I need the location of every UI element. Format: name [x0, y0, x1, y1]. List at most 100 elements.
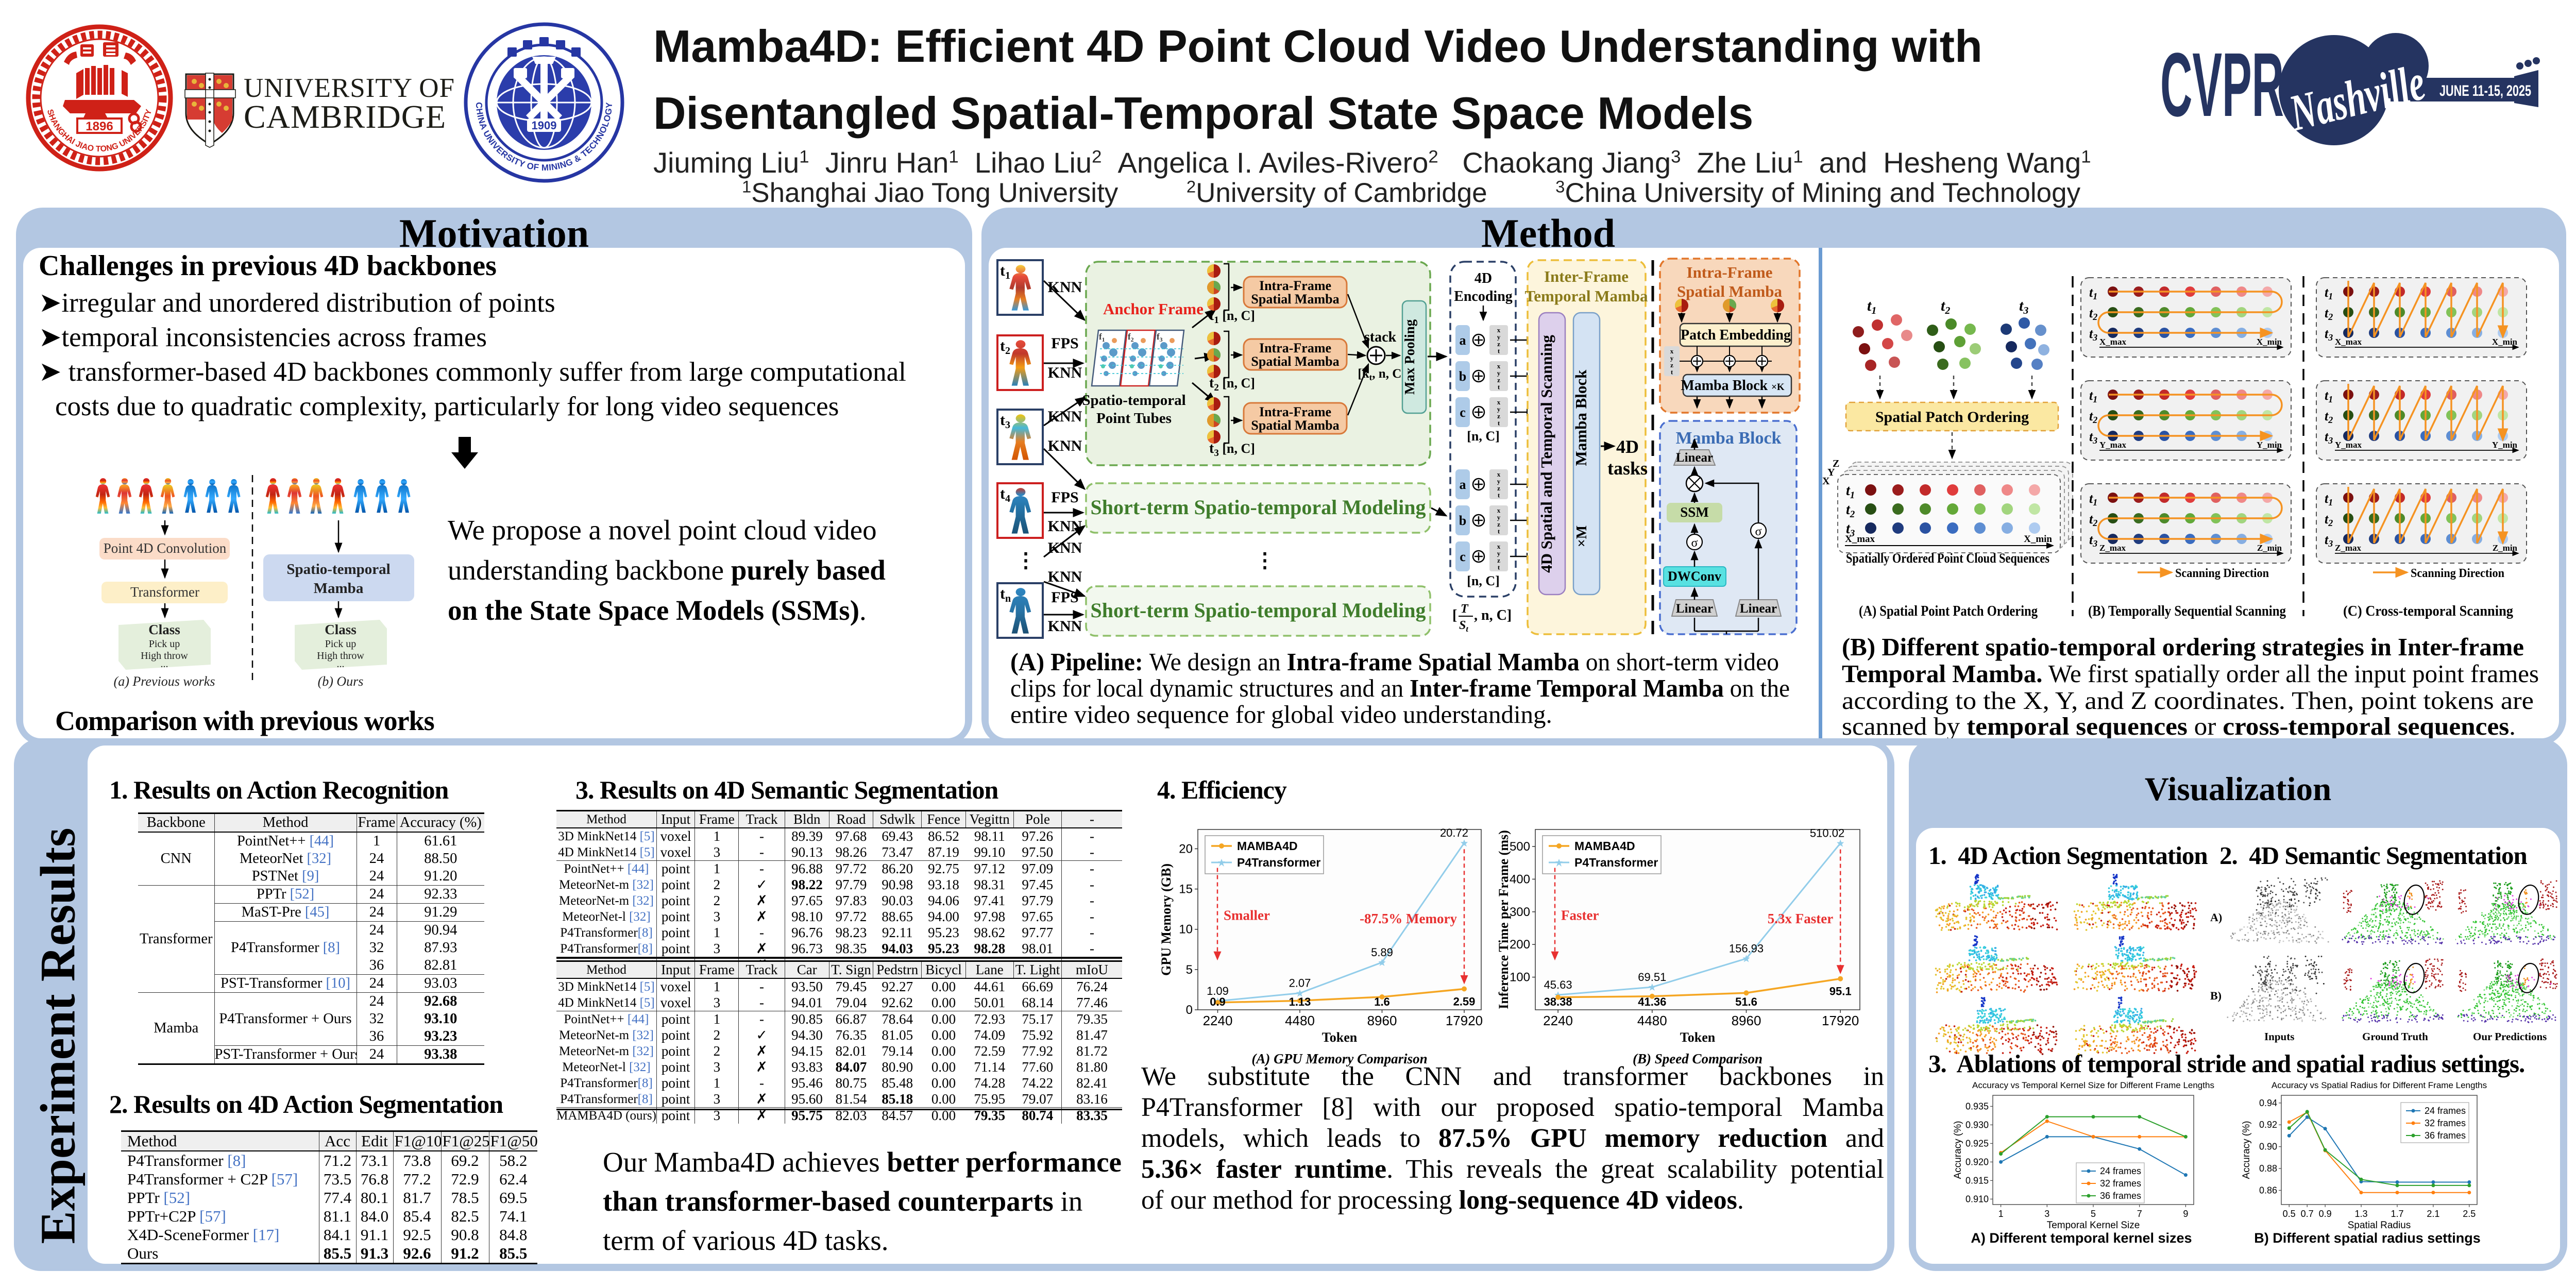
svg-text:0.915: 0.915: [1965, 1175, 1989, 1185]
svg-text:t3: t3: [2019, 297, 2028, 316]
svg-text:69.51: 69.51: [1638, 971, 1666, 984]
svg-text:X_max: X_max: [2335, 337, 2362, 347]
svg-text:σ: σ: [1691, 536, 1698, 550]
svg-text:P4Transformer: P4Transformer: [1237, 856, 1320, 869]
svg-text:3: 3: [2044, 1209, 2049, 1219]
svg-text:2240: 2240: [1543, 1013, 1573, 1028]
svg-text:[n, C]: [n, C]: [1467, 429, 1500, 444]
svg-text:32 frames: 32 frames: [2425, 1118, 2466, 1128]
svg-text:X_max: X_max: [2099, 337, 2126, 347]
svg-text:38.38: 38.38: [1544, 995, 1572, 1008]
svg-text:0.920: 0.920: [1965, 1157, 1989, 1167]
svg-text:(A) GPU Memory Comparison: (A) GPU Memory Comparison: [1251, 1051, 1427, 1066]
svg-text:Z_max: Z_max: [2335, 543, 2362, 553]
svg-text:Encoding: Encoding: [1454, 289, 1513, 304]
svg-text:41.36: 41.36: [1638, 995, 1666, 1008]
svg-text:...: ...: [337, 658, 345, 670]
svg-text:95.1: 95.1: [1829, 985, 1852, 998]
svg-text:Z_max: Z_max: [2099, 543, 2126, 553]
svg-text:Pick up: Pick up: [149, 638, 180, 650]
svg-text:Spatial Mamba: Spatial Mamba: [1251, 292, 1339, 307]
svg-text:Temporal Mamba: Temporal Mamba: [1524, 287, 1648, 305]
svg-text:X_min: X_min: [2024, 534, 2052, 545]
svg-text:2.1: 2.1: [2427, 1209, 2439, 1219]
svg-text:X_max: X_max: [1845, 534, 1875, 545]
svg-text:f2: f2: [1128, 332, 1134, 343]
svg-text:Y_min: Y_min: [2257, 440, 2282, 450]
svg-text:CVPR: CVPR: [2160, 35, 2284, 135]
svg-text:4480: 4480: [1285, 1013, 1315, 1028]
svg-text:300: 300: [1510, 905, 1530, 919]
svg-text:FPS: FPS: [1051, 589, 1078, 606]
svg-text:Spatio-temporal: Spatio-temporal: [286, 561, 390, 578]
svg-text:0.5: 0.5: [2283, 1209, 2296, 1219]
svg-text:500: 500: [1510, 840, 1530, 854]
svg-text:(C) Cross-temporal Scanning: (C) Cross-temporal Scanning: [2343, 603, 2513, 619]
svg-text:1: 1: [1998, 1209, 2004, 1219]
svg-text:0.90: 0.90: [2259, 1142, 2277, 1152]
svg-text:7: 7: [2137, 1209, 2142, 1219]
svg-text:Mamba Block: Mamba Block: [1676, 429, 1782, 448]
svg-text:Temporal Kernel Size: Temporal Kernel Size: [2047, 1220, 2140, 1231]
svg-text:Anchor Frame: Anchor Frame: [1103, 300, 1204, 318]
svg-text:5: 5: [2091, 1209, 2096, 1219]
svg-text:-87.5% Memory: -87.5% Memory: [1360, 911, 1457, 926]
svg-text:UNIVERSITY OF: UNIVERSITY OF: [244, 73, 455, 103]
svg-text:⋮: ⋮: [1015, 549, 1036, 572]
svg-text:510.02: 510.02: [1810, 827, 1844, 840]
svg-text:Linear: Linear: [1740, 602, 1777, 616]
svg-text:156.93: 156.93: [1729, 942, 1764, 955]
svg-text:0.86: 0.86: [2259, 1185, 2277, 1195]
svg-text:...: ...: [161, 658, 168, 670]
svg-text:Z_min: Z_min: [2257, 543, 2282, 553]
svg-text:CAMBRIDGE: CAMBRIDGE: [244, 98, 446, 135]
svg-text:B) Different spatial radius se: B) Different spatial radius settings: [2254, 1230, 2481, 1246]
svg-text:17920: 17920: [1446, 1013, 1483, 1028]
svg-text:Short-term Spatio-temporal Mod: Short-term Spatio-temporal Modeling: [1090, 599, 1426, 622]
svg-text:Token: Token: [1322, 1030, 1358, 1045]
svg-text:Class: Class: [325, 622, 357, 637]
svg-text:100: 100: [1510, 971, 1530, 985]
svg-text:Accuracy (%): Accuracy (%): [2241, 1121, 2252, 1179]
svg-text:9: 9: [2183, 1209, 2188, 1219]
svg-text:200: 200: [1510, 938, 1530, 952]
svg-text:a: a: [1460, 333, 1466, 348]
svg-text:Linear: Linear: [1676, 451, 1713, 465]
svg-text:KNN: KNN: [1048, 568, 1082, 585]
svg-text:8960: 8960: [1367, 1013, 1397, 1028]
svg-text:FPS: FPS: [1051, 335, 1078, 352]
svg-text:1909: 1909: [532, 119, 557, 132]
svg-text:b: b: [1459, 369, 1466, 384]
svg-text:Spatial Mamba: Spatial Mamba: [1251, 354, 1339, 369]
svg-text:0.930: 0.930: [1965, 1120, 1989, 1130]
svg-text:X_min: X_min: [2257, 337, 2282, 347]
svg-text:20.72: 20.72: [1440, 826, 1468, 839]
svg-text:Mamba: Mamba: [314, 580, 364, 597]
svg-text:36 frames: 36 frames: [2425, 1130, 2466, 1141]
svg-text:Spatial Patch Ordering: Spatial Patch Ordering: [1875, 409, 2029, 426]
svg-text:X_min: X_min: [2492, 337, 2518, 347]
svg-text:KNN: KNN: [1048, 618, 1082, 635]
svg-text:P4Transformer: P4Transformer: [1574, 856, 1658, 869]
svg-text:[kt, n, C]: [kt, n, C]: [1358, 367, 1405, 382]
svg-text:4480: 4480: [1637, 1013, 1667, 1028]
svg-text:20: 20: [1179, 842, 1193, 856]
svg-text:GPU Memory (GB): GPU Memory (GB): [1159, 863, 1174, 976]
svg-text:2.5: 2.5: [2463, 1209, 2476, 1219]
svg-text:400: 400: [1510, 872, 1530, 886]
svg-text:Intra-Frame: Intra-Frame: [1259, 404, 1331, 419]
svg-text:MAMBA4D: MAMBA4D: [1574, 839, 1635, 853]
svg-text:[: [: [1452, 607, 1457, 623]
svg-text:Patch Embedding: Patch Embedding: [1681, 327, 1791, 343]
svg-text:Intra-Frame: Intra-Frame: [1259, 278, 1331, 293]
svg-text:1896: 1896: [86, 120, 113, 133]
svg-text:0.935: 0.935: [1965, 1101, 1989, 1111]
svg-text:KNN: KNN: [1048, 539, 1082, 556]
svg-text:High throw: High throw: [141, 650, 188, 662]
svg-text:c: c: [1460, 405, 1466, 420]
svg-text:DWConv: DWConv: [1668, 569, 1721, 584]
